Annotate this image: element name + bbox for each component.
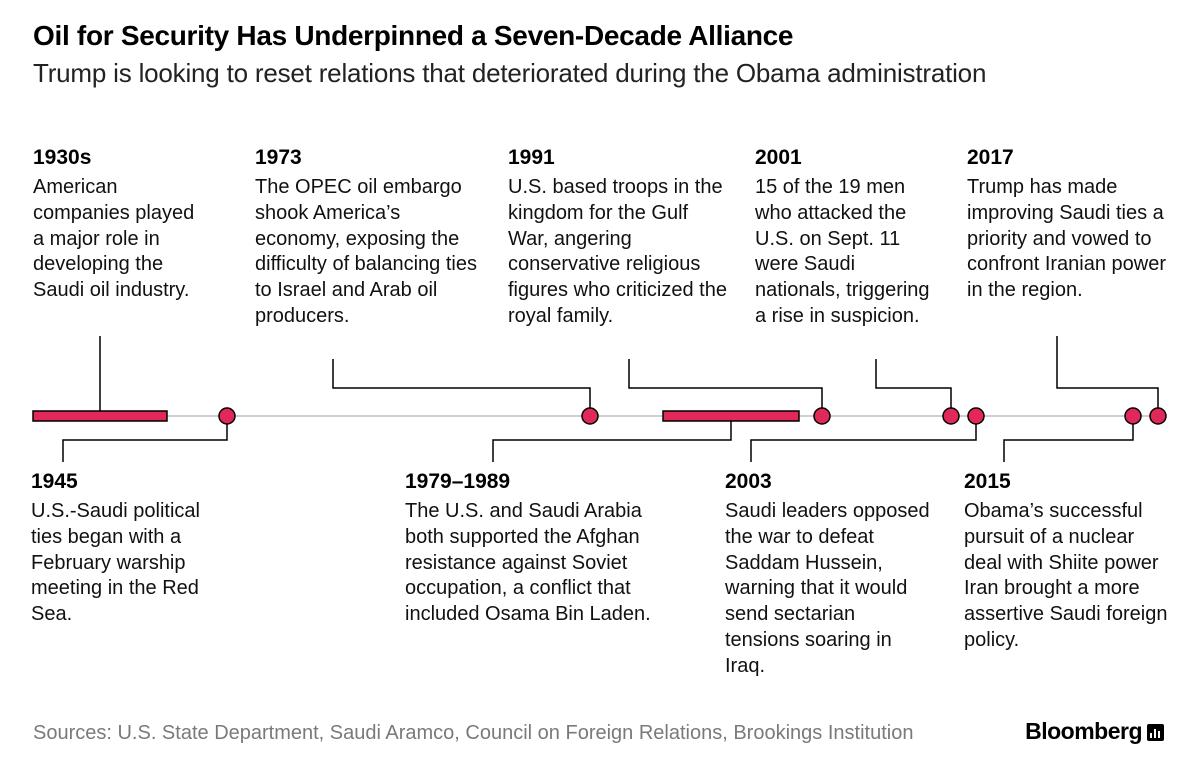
- event-year: 1973: [255, 146, 302, 169]
- period-bar-1979-1989: [662, 410, 800, 422]
- event-year: 2001: [755, 146, 802, 169]
- event-description: 15 of the 19 men who attacked the U.S. o…: [755, 176, 930, 327]
- marker-1945: [218, 407, 236, 425]
- period-bar-1930s: [32, 410, 168, 422]
- marker-1991: [813, 407, 831, 425]
- event-year: 2003: [725, 470, 772, 493]
- sources-note: Sources: U.S. State Department, Saudi Ar…: [33, 722, 914, 744]
- connector-2001: [875, 359, 952, 408]
- event-description: American companies played a major role i…: [33, 176, 195, 302]
- marker-2001: [942, 407, 960, 425]
- marker-2017: [1149, 407, 1167, 425]
- event-description: U.S.-Saudi political ties began with a F…: [31, 500, 200, 626]
- chart-title: Oil for Security Has Underpinned a Seven…: [33, 20, 794, 51]
- event-2003: 2003 Saudi leaders opposed the war to de…: [725, 469, 935, 680]
- event-year: 1930s: [33, 146, 92, 169]
- event-description: The U.S. and Saudi Arabia both supported…: [405, 500, 651, 626]
- marker-2015: [1124, 407, 1142, 425]
- event-2015: 2015 Obama’s successful pursuit of a nuc…: [964, 469, 1174, 654]
- chart-subtitle: Trump is looking to reset relations that…: [33, 58, 987, 88]
- event-year: 2015: [964, 470, 1011, 493]
- connector-2015: [1003, 424, 1134, 462]
- bloomberg-logo: Bloomberg: [1025, 718, 1164, 745]
- event-year: 1979–1989: [405, 470, 511, 493]
- event-year: 1945: [31, 470, 78, 493]
- event-year: 1991: [508, 146, 555, 169]
- connector-1945: [62, 424, 228, 462]
- event-description: Obama’s successful pursuit of a nuclear …: [964, 500, 1168, 651]
- bar-chart-icon: [1147, 724, 1164, 741]
- event-2017: 2017 Trump has made improving Saudi ties…: [967, 145, 1167, 304]
- connector-1991: [628, 359, 823, 408]
- event-2001: 2001 15 of the 19 men who attacked the U…: [755, 145, 945, 330]
- marker-1973: [581, 407, 599, 425]
- connector-2003: [750, 424, 977, 462]
- event-description: U.S. based troops in the kingdom for the…: [508, 176, 727, 327]
- event-year: 2017: [967, 146, 1014, 169]
- event-1945: 1945 U.S.-Saudi political ties began wit…: [31, 469, 231, 628]
- event-1930s: 1930s American companies played a major …: [33, 145, 203, 304]
- event-description: Saudi leaders opposed the war to defeat …: [725, 500, 930, 677]
- marker-2003: [967, 407, 985, 425]
- event-description: The OPEC oil embargo shook America’s eco…: [255, 176, 477, 327]
- connector-2017: [1056, 336, 1159, 408]
- connector-1979-1989: [492, 420, 732, 462]
- brand-name: Bloomberg: [1025, 718, 1142, 744]
- event-1991: 1991 U.S. based troops in the kingdom fo…: [508, 145, 733, 330]
- event-description: Trump has made improving Saudi ties a pr…: [967, 176, 1167, 302]
- event-1979-1989: 1979–1989 The U.S. and Saudi Arabia both…: [405, 469, 680, 628]
- connector-1973: [332, 359, 591, 408]
- event-1973: 1973 The OPEC oil embargo shook America’…: [255, 145, 487, 330]
